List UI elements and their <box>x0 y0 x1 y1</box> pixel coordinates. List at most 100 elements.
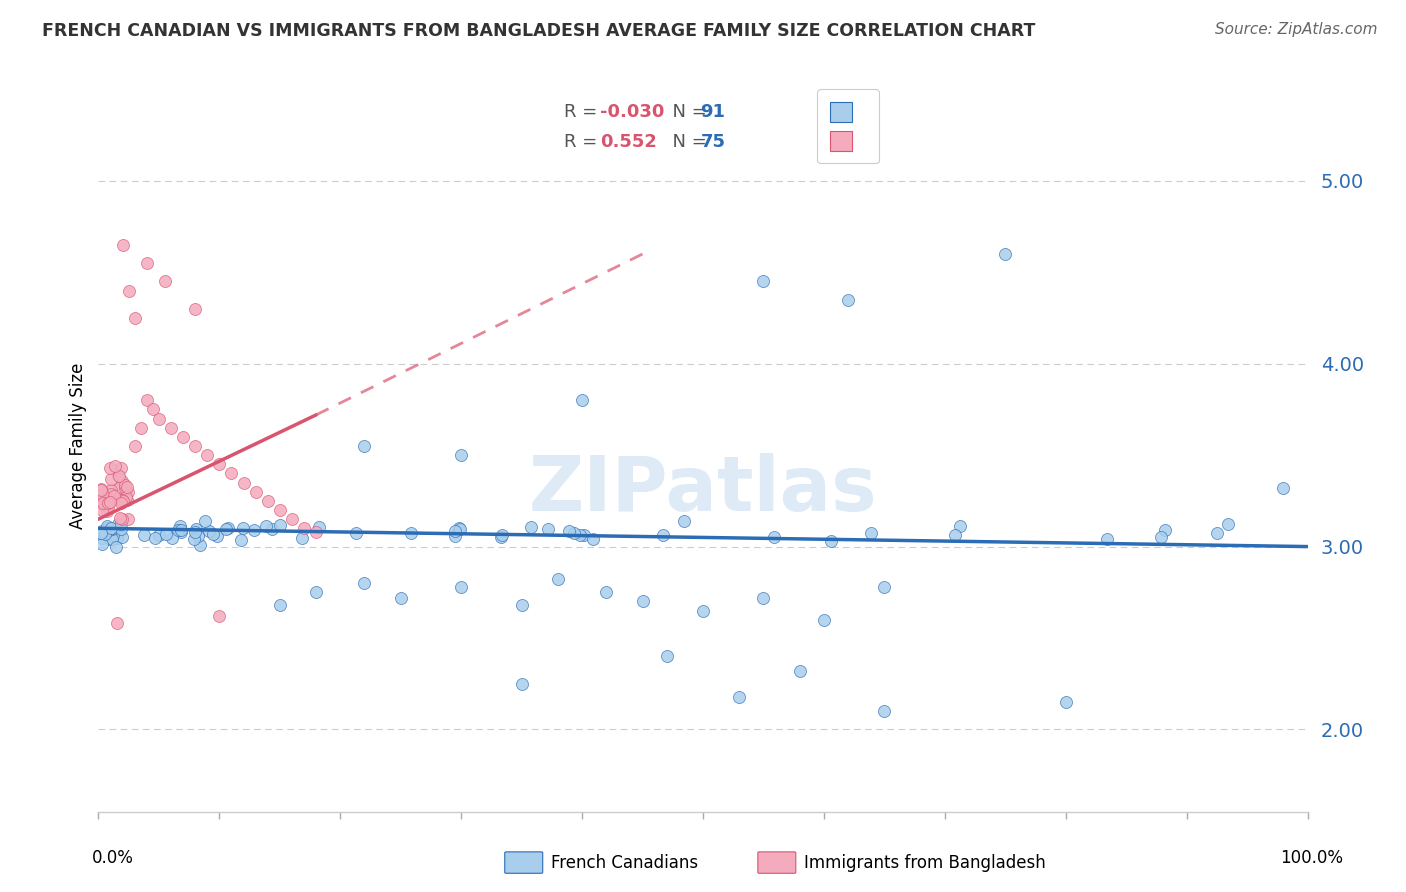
Point <box>260 523 283 537</box>
Point <box>110 496 132 510</box>
Point <box>692 604 714 618</box>
Point <box>229 533 252 547</box>
Text: N =: N = <box>661 134 713 152</box>
Point <box>399 526 422 541</box>
Point <box>90 483 112 497</box>
Point <box>194 515 217 529</box>
Text: R =: R = <box>564 103 603 120</box>
Point <box>111 530 134 544</box>
Point <box>789 664 811 678</box>
Point <box>117 480 139 494</box>
Point <box>491 528 513 542</box>
Point <box>569 528 592 542</box>
Point <box>949 519 972 533</box>
Point <box>90 525 112 540</box>
Point <box>308 520 330 534</box>
Point <box>443 529 465 543</box>
Point <box>547 573 569 587</box>
Point <box>215 522 238 536</box>
Point <box>160 421 183 435</box>
Point <box>752 591 775 605</box>
Point <box>96 504 118 518</box>
Point <box>98 523 121 537</box>
Point <box>124 311 146 326</box>
Point <box>104 540 127 554</box>
Point <box>221 467 243 481</box>
Point <box>98 495 121 509</box>
Point <box>96 493 118 508</box>
Point <box>111 475 134 489</box>
Point <box>450 580 472 594</box>
Point <box>108 510 131 524</box>
Text: 100.0%: 100.0% <box>1279 849 1343 867</box>
Point <box>450 448 472 462</box>
Point <box>1206 526 1229 541</box>
Point <box>114 478 136 492</box>
Point <box>292 521 315 535</box>
Point <box>114 481 136 495</box>
Y-axis label: Average Family Size: Average Family Size <box>69 363 87 529</box>
Point <box>170 523 193 537</box>
Point <box>117 512 139 526</box>
Point <box>1150 530 1173 544</box>
Point <box>91 524 114 538</box>
Point <box>820 534 842 549</box>
Point <box>107 467 129 482</box>
Point <box>108 468 131 483</box>
Point <box>90 493 112 508</box>
Point <box>100 472 122 486</box>
Point <box>90 502 112 516</box>
Point <box>217 520 239 534</box>
Point <box>859 526 882 541</box>
Point <box>91 531 114 545</box>
Point <box>91 488 114 502</box>
Point <box>994 247 1017 261</box>
Point <box>655 649 678 664</box>
Point <box>97 496 120 510</box>
Point <box>110 517 132 532</box>
Point <box>232 475 254 490</box>
Point <box>195 448 218 462</box>
Point <box>184 301 207 316</box>
Point <box>281 512 304 526</box>
Point <box>100 483 122 497</box>
Point <box>291 531 314 545</box>
Point <box>143 531 166 545</box>
Point <box>183 532 205 546</box>
Point <box>673 515 696 529</box>
Point <box>245 484 267 499</box>
Point <box>103 489 125 503</box>
Point <box>1095 532 1118 546</box>
Point <box>112 491 135 505</box>
Point <box>353 439 375 453</box>
Point <box>135 393 157 408</box>
Point <box>269 503 291 517</box>
Point <box>763 530 786 544</box>
Point <box>558 524 581 538</box>
Point <box>574 528 596 542</box>
Point <box>100 521 122 535</box>
Point <box>167 524 190 538</box>
Point <box>100 487 122 501</box>
Point <box>98 495 121 509</box>
Text: 0.0%: 0.0% <box>91 849 134 867</box>
Point <box>873 704 896 718</box>
Point <box>205 529 228 543</box>
Point <box>1153 524 1175 538</box>
Point <box>305 585 328 599</box>
Point <box>91 537 114 551</box>
Point <box>537 522 560 536</box>
Point <box>353 576 375 591</box>
Point <box>117 484 139 499</box>
Point <box>142 402 165 417</box>
Text: 0.552: 0.552 <box>600 134 657 152</box>
Point <box>97 500 120 514</box>
Point <box>449 522 471 536</box>
Text: Immigrants from Bangladesh: Immigrants from Bangladesh <box>804 854 1046 871</box>
Point <box>100 532 122 546</box>
Point <box>103 492 125 507</box>
Point <box>90 498 112 512</box>
Point <box>652 528 675 542</box>
Point <box>1272 481 1295 495</box>
Point <box>728 690 751 704</box>
